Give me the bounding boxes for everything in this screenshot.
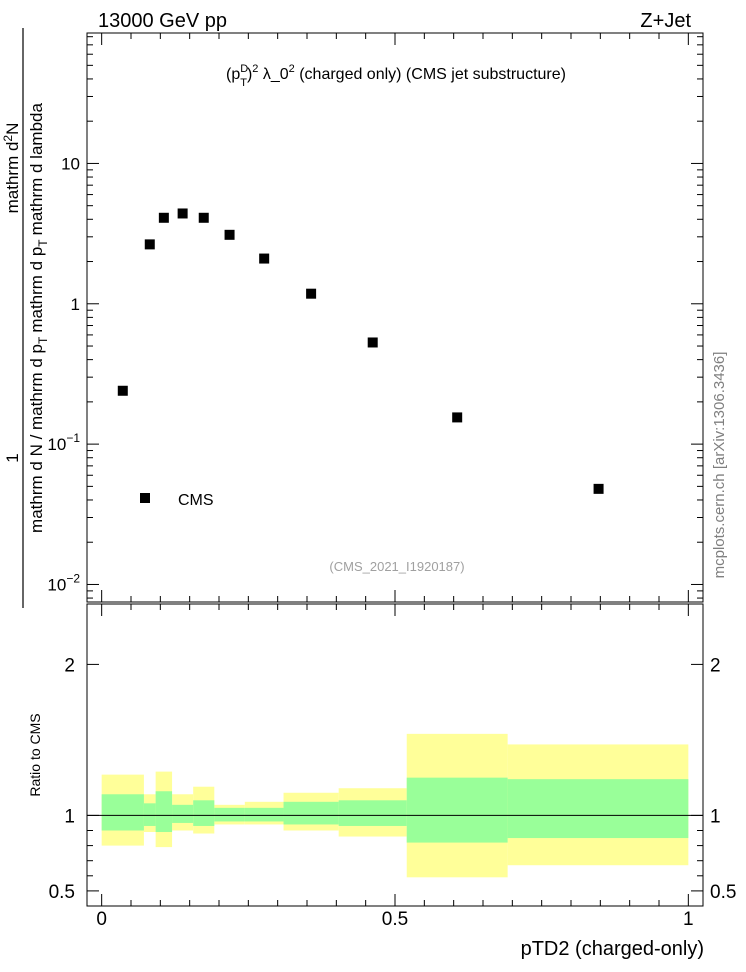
header-right: Z+Jet xyxy=(640,10,691,32)
legend-marker-cms xyxy=(140,493,150,503)
data-point-cms xyxy=(198,212,209,223)
ratio-band-inner-10 xyxy=(507,779,689,839)
main-y-tick-label: 1 xyxy=(71,295,80,314)
main-y-tick-labels: 10−2 10−1 1 10 xyxy=(47,154,80,594)
x-axis-label: pTD2 (charged-only) xyxy=(521,938,704,960)
legend-label-cms: CMS xyxy=(178,492,214,509)
side-label: mcplots.cern.ch [arXiv:1306.3436] xyxy=(711,352,728,579)
data-point-cms xyxy=(158,212,169,223)
x-tick-label: 1 xyxy=(683,909,694,930)
x-tick-label: 0 xyxy=(96,909,107,930)
ratio-band-inner-3 xyxy=(172,804,194,823)
main-y-tick-label: 10 xyxy=(61,154,80,173)
y-label-one: 1 xyxy=(3,453,22,462)
ratio-band-inner-7 xyxy=(283,801,339,825)
main-y-tick-label: 10−1 xyxy=(47,431,80,454)
ratio-band-inner-0 xyxy=(101,794,144,831)
x-tick-labels: 0 0.5 1 xyxy=(96,909,693,930)
data-point-cms xyxy=(593,483,604,494)
data-point-cms xyxy=(306,288,317,299)
ratio-band-inner-1 xyxy=(143,803,156,826)
ratio-axis-ticks xyxy=(87,663,703,892)
ratio-y-tick-label-right: 2 xyxy=(710,655,721,676)
main-y-tick-label: 10−2 xyxy=(47,571,80,594)
ratio-bands xyxy=(101,733,689,878)
data-point-cms xyxy=(144,239,155,250)
header-left: 13000 GeV pp xyxy=(98,10,227,32)
x-axis-ticks xyxy=(101,33,689,906)
data-point-cms xyxy=(177,208,188,219)
ratio-band-inner-5 xyxy=(214,807,245,822)
data-markers xyxy=(117,208,604,494)
ratio-band-inner-6 xyxy=(244,807,284,822)
data-point-cms xyxy=(367,337,378,348)
ratio-band-inner-2 xyxy=(155,791,173,833)
ratio-y-tick-label-right: 0.5 xyxy=(710,882,736,903)
ratio-band-inner-9 xyxy=(406,777,508,843)
ratio-band-inner-8 xyxy=(338,800,407,826)
ratio-y-tick-label-right: 1 xyxy=(710,806,721,827)
main-plot-frame xyxy=(86,32,704,603)
ratio-y-tick-labels: 0.5 0.5 1 1 2 2 xyxy=(49,655,737,903)
y-label-upper: mathrm d2N xyxy=(1,123,22,214)
ratio-y-tick-label-left: 1 xyxy=(64,806,75,827)
analysis-id: (CMS_2021_I1920187) xyxy=(329,559,464,574)
ratio-y-tick-label-left: 2 xyxy=(64,655,75,676)
main-axis-ticks xyxy=(87,36,703,599)
y-label-lower: mathrm d N / mathrm d pTmathrm d pTmathr… xyxy=(27,103,50,533)
data-point-cms xyxy=(224,229,235,240)
plot-title: (pD T)2 λ_02 (charged only) (CMS jet subs… xyxy=(226,63,566,89)
main-y-label: 1 mathrm d N / mathrm d pTmathrm d pTmat… xyxy=(1,28,50,608)
ratio-y-tick-label-left: 0.5 xyxy=(49,882,75,903)
data-point-cms xyxy=(259,253,270,264)
ratio-band-inner-4 xyxy=(193,800,215,826)
data-point-cms xyxy=(117,385,128,396)
data-point-cms xyxy=(452,412,463,423)
ratio-y-label: Ratio to CMS xyxy=(27,713,43,796)
x-tick-label: 0.5 xyxy=(382,909,408,930)
